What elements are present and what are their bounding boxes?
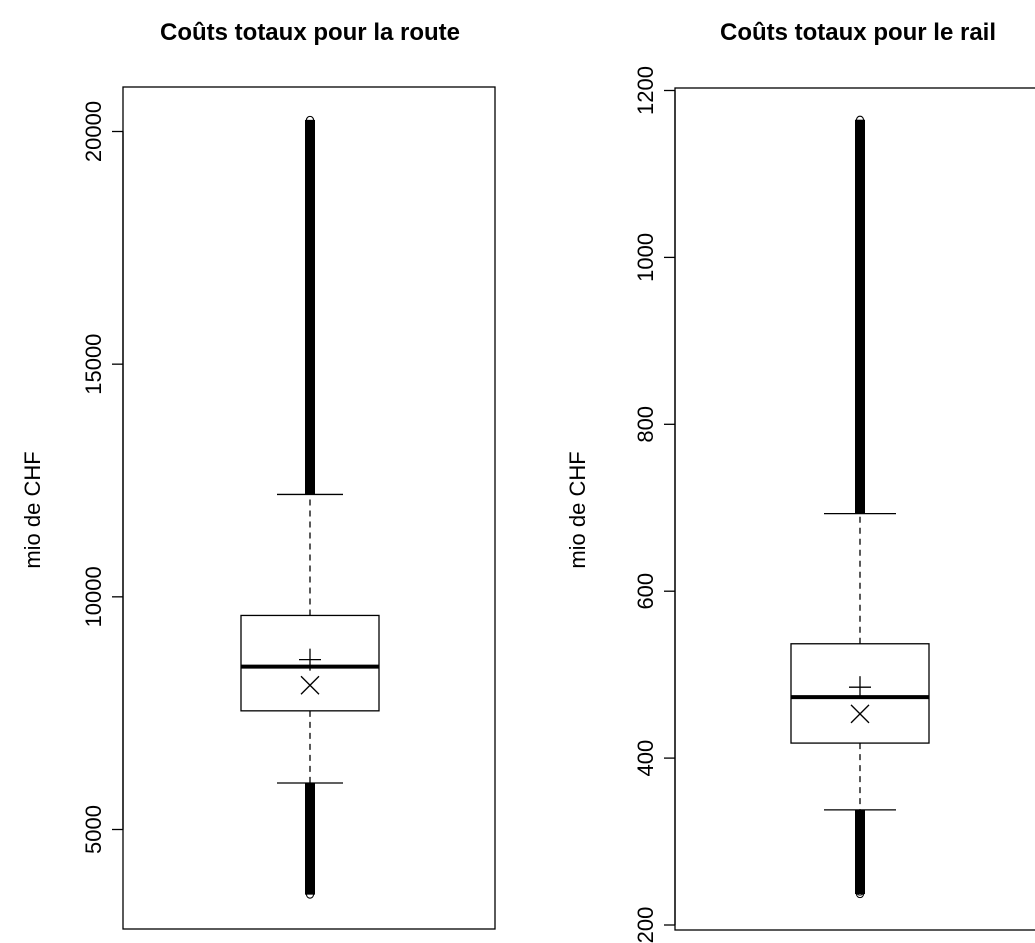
y-tick-label: 200 [633, 907, 658, 943]
outlier-point [305, 239, 315, 248]
y-tick-label: 1000 [633, 233, 658, 282]
outlier-point [855, 194, 865, 204]
y-tick-label: 1200 [633, 66, 658, 115]
outlier-point [855, 115, 865, 124]
outlier-point [855, 119, 865, 128]
y-tick-label: 10000 [81, 566, 106, 627]
outlier-point [855, 144, 865, 153]
boxplot [240, 115, 380, 899]
outlier-point [305, 115, 315, 124]
chart-panel-rail: Coûts totaux pour le rail mio de CHF 200… [565, 19, 1035, 943]
y-axis-label: mio de CHF [20, 451, 45, 568]
outlier-point [305, 211, 315, 220]
outlier-point [855, 890, 865, 899]
outlier-point [855, 178, 865, 187]
y-tick-label: 20000 [81, 101, 106, 162]
outlier-point [305, 225, 315, 234]
y-axis: 200 400 600 800 1000 1200 [633, 66, 676, 943]
outlier-point [855, 136, 865, 145]
outlier-point [855, 203, 865, 212]
cross-marker [850, 704, 870, 724]
outlier-point [855, 186, 865, 195]
y-tick-label: 600 [633, 573, 658, 610]
y-axis-label: mio de CHF [565, 451, 590, 568]
mean-plus-marker [299, 648, 321, 671]
outlier-band-low [305, 782, 315, 895]
chart-panel-route: Coûts totaux pour la route mio de CHF 50… [20, 19, 496, 930]
outlier-point [855, 211, 865, 220]
outlier-point [305, 164, 315, 173]
boxplot [790, 115, 930, 899]
cross-marker [300, 675, 320, 695]
y-axis: 5000 10000 15000 20000 [81, 101, 124, 854]
outlier-point [305, 127, 315, 136]
mean-plus-marker [849, 676, 871, 699]
outlier-point [305, 148, 315, 157]
outlier-point [855, 887, 865, 896]
outlier-band-high [305, 119, 315, 495]
cross-b [300, 675, 320, 695]
outlier-point [855, 153, 865, 162]
outlier-band-low [855, 809, 865, 895]
outlier-point [305, 885, 315, 895]
y-tick-label: 15000 [81, 334, 106, 395]
outlier-band-high [855, 119, 865, 514]
y-tick-label: 400 [633, 740, 658, 777]
outlier-point [305, 187, 315, 197]
outlier-point [855, 161, 865, 170]
chart-title: Coûts totaux pour la route [160, 19, 460, 46]
outlier-point [305, 890, 315, 899]
y-tick-label: 5000 [81, 805, 106, 854]
box-iqr [240, 614, 380, 712]
cross-b [850, 704, 870, 724]
outlier-point [855, 128, 865, 137]
y-tick-label: 800 [633, 406, 658, 443]
outlier-point [305, 136, 315, 145]
outlier-point [855, 169, 865, 178]
chart-title: Coûts totaux pour le rail [720, 19, 996, 46]
